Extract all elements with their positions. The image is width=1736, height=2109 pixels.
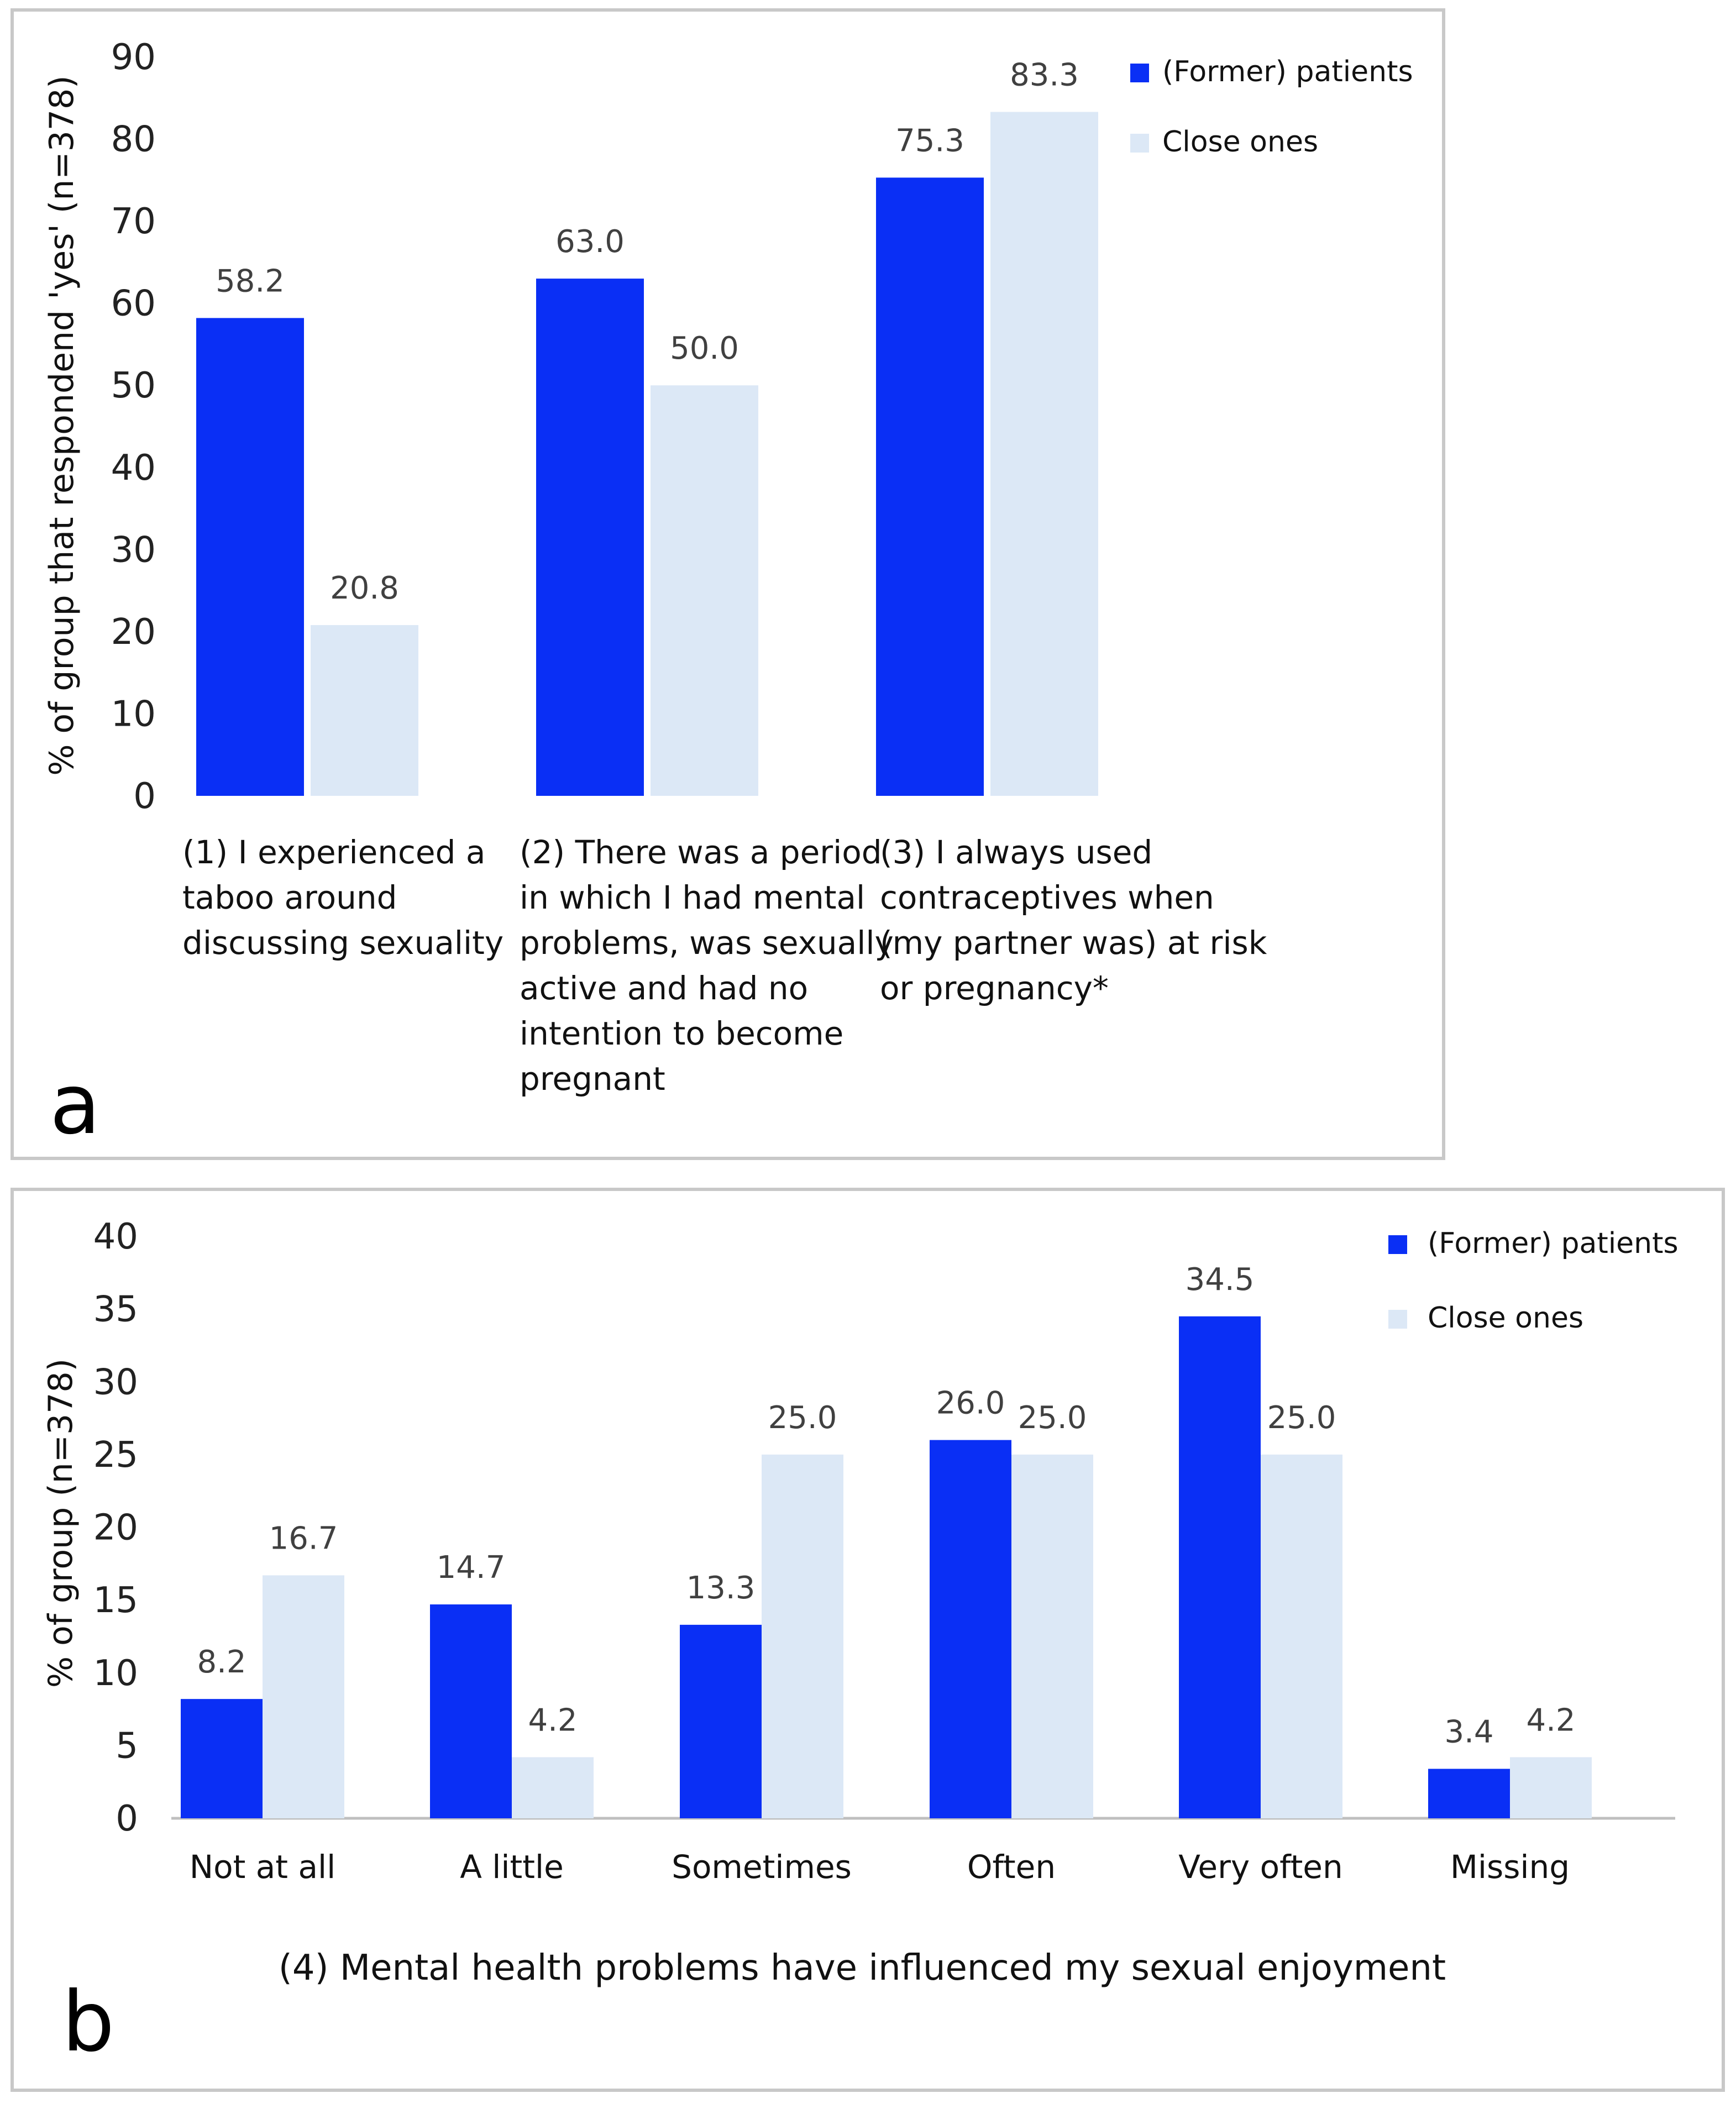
x-category-label: Sometimes — [672, 1848, 852, 1886]
legend-label: (Former) patients — [1428, 1227, 1679, 1260]
y-tick-label: 20 — [93, 1508, 138, 1549]
bar-patients — [1428, 1769, 1510, 1818]
y-tick-label: 30 — [111, 529, 156, 570]
x-category-label-line: intention to become — [520, 1015, 843, 1052]
x-category-label: (2) There was a period in which I had men… — [520, 833, 894, 1098]
x-category-label: A little — [460, 1848, 564, 1886]
data-label: 16.7 — [269, 1520, 338, 1556]
legend-swatch-patients — [1388, 1235, 1407, 1254]
chart-panel-a: 0 10 20 30 40 50 60 70 80 90 % of group that respo… — [43, 37, 1413, 1153]
bar-patients — [930, 1440, 1011, 1818]
x-category-label-line: (1) I experienced a — [182, 833, 485, 871]
bar-patients — [181, 1699, 263, 1818]
data-label: 26.0 — [936, 1386, 1005, 1421]
bar-patients — [536, 279, 644, 796]
legend-label: Close ones — [1428, 1302, 1583, 1335]
data-label: 4.2 — [1526, 1702, 1575, 1738]
panel-letter: a — [50, 1057, 101, 1153]
y-tick-label: 50 — [111, 365, 156, 406]
bar-close-ones — [1011, 1454, 1093, 1818]
bar-close-ones — [651, 385, 758, 796]
y-tick-label: 90 — [111, 37, 156, 78]
panel-a-frame — [11, 8, 1445, 1160]
y-axis-label: % of group that respondend 'yes' (n=378) — [43, 75, 81, 775]
y-tick-label: 40 — [111, 448, 156, 489]
data-label: 8.2 — [197, 1644, 246, 1680]
bar-close-ones — [1510, 1757, 1592, 1818]
bar-patients — [876, 177, 984, 796]
legend-label: Close ones — [1162, 125, 1318, 159]
data-label: 25.0 — [1018, 1400, 1087, 1436]
bar-patients — [680, 1624, 762, 1818]
x-category-label-line: pregnant — [520, 1060, 665, 1098]
y-tick-label: 20 — [111, 612, 156, 653]
x-category-label-line: contraceptives when — [880, 879, 1214, 916]
y-tick-label: 0 — [116, 1798, 138, 1839]
x-category-label-line: (my partner was) at risk — [880, 924, 1267, 962]
y-tick-label: 0 — [133, 776, 156, 817]
x-category-label-line: taboo around — [182, 879, 397, 916]
data-label: 50.0 — [670, 330, 739, 366]
data-label: 4.2 — [528, 1702, 577, 1738]
y-tick-label: 10 — [111, 694, 156, 735]
x-category-label: Very often — [1178, 1848, 1343, 1886]
bar-close-ones — [263, 1575, 344, 1818]
x-category-label: (1) I experienced a taboo around discussin… — [182, 833, 504, 962]
bar-close-ones — [990, 112, 1098, 796]
x-category-label: (3) I always used contraceptives when (my … — [880, 833, 1267, 1007]
bar-close-ones — [1261, 1454, 1342, 1818]
data-label: 58.2 — [216, 263, 285, 299]
data-label: 3.4 — [1444, 1714, 1493, 1750]
panel-letter: b — [62, 1974, 114, 2070]
data-label: 14.7 — [437, 1550, 506, 1586]
x-category-label-line: discussing sexuality — [182, 924, 504, 962]
y-tick-label: 80 — [111, 119, 156, 160]
y-tick-label: 60 — [111, 284, 156, 324]
data-label: 63.0 — [555, 224, 625, 260]
y-tick-label: 30 — [93, 1362, 138, 1403]
y-tick-label: 35 — [93, 1289, 138, 1330]
bar-patients — [1179, 1316, 1261, 1818]
data-label: 34.5 — [1186, 1262, 1255, 1298]
data-label: 13.3 — [686, 1570, 756, 1606]
chart-panel-b: 0 5 10 15 20 25 30 35 40 % of group (n=378) 8.2 14.… — [41, 1216, 1679, 2070]
x-category-label: Not at all — [190, 1848, 336, 1886]
x-category-label-line: problems, was sexually — [520, 924, 894, 962]
panel-b-frame — [11, 1188, 1725, 2092]
x-category-label: Missing — [1450, 1848, 1570, 1886]
data-label: 25.0 — [768, 1400, 837, 1436]
y-tick-label: 15 — [93, 1580, 138, 1621]
data-label: 20.8 — [330, 570, 399, 606]
y-axis-label: % of group (n=378) — [41, 1358, 80, 1688]
x-category-label-line: (3) I always used — [880, 833, 1152, 871]
x-axis-title: (4) Mental health problems have influenc… — [279, 1948, 1446, 1989]
legend-swatch-close-ones — [1130, 134, 1149, 153]
bar-patients — [430, 1604, 512, 1818]
bar-close-ones — [512, 1757, 594, 1818]
data-label: 83.3 — [1010, 57, 1079, 93]
y-tick-label: 5 — [116, 1725, 138, 1766]
bar-close-ones — [311, 625, 418, 796]
data-label: 75.3 — [895, 123, 964, 159]
x-category-label-line: (2) There was a period — [520, 833, 882, 871]
x-category-label: Often — [967, 1848, 1056, 1886]
y-tick-label: 10 — [93, 1653, 138, 1694]
legend-swatch-patients — [1130, 64, 1149, 82]
data-label: 25.0 — [1267, 1400, 1336, 1436]
bar-patients — [196, 318, 304, 796]
x-category-label-line: or pregnancy* — [880, 969, 1109, 1007]
y-tick-label: 25 — [93, 1435, 138, 1476]
y-tick-label: 70 — [111, 201, 156, 242]
y-tick-label: 40 — [93, 1216, 138, 1257]
x-category-label-line: in which I had mental — [520, 879, 865, 916]
legend-label: (Former) patients — [1162, 55, 1413, 88]
bar-close-ones — [762, 1454, 843, 1818]
legend-swatch-close-ones — [1388, 1310, 1407, 1329]
x-category-label-line: active and had no — [520, 969, 808, 1007]
